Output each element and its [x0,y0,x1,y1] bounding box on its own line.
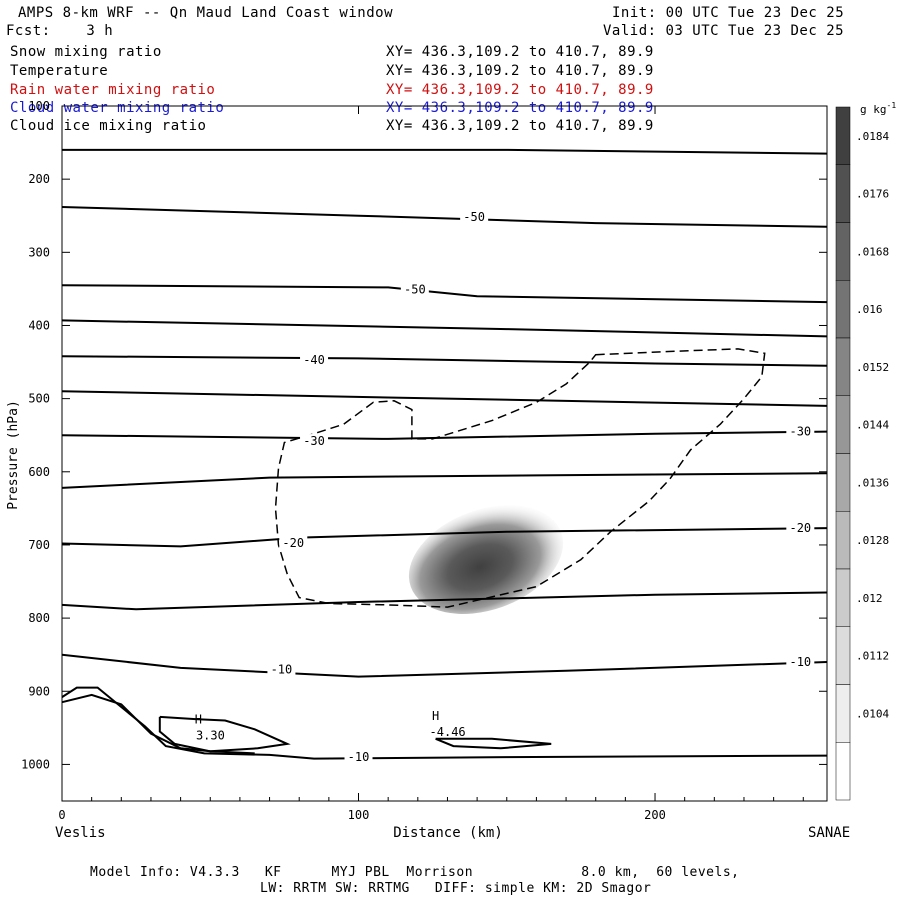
isotherm-line [61,390,828,407]
isotherm-line [61,430,828,440]
y-tick-label: 800 [28,611,50,625]
field-xy-cloud-ice: XY= 436.3,109.2 to 410.7, 89.9 [386,118,654,134]
x-start-label: Veslis [55,825,106,841]
colorbar-label: .0144 [856,419,889,432]
colorbar-swatch [835,280,851,339]
isotherm-label-bg [460,210,489,224]
isotherm-line [62,148,828,155]
high-value: 3.30 [196,729,225,743]
x-end-label: SANAE [808,825,850,841]
isotherm-label: -20 [789,521,811,535]
colorbar-swatch [835,626,851,685]
isotherm-line [61,686,828,760]
colorbar-swatch [835,164,851,223]
isotherm-label: -10 [789,655,811,669]
colorbar-label: .0152 [856,361,889,374]
isotherm-line [61,591,828,611]
isotherm-label: -30 [303,434,325,448]
isotherm-line [61,206,828,228]
isotherm-label-bg [786,424,815,438]
colorbar-label: .0168 [856,245,889,258]
isotherm-label-bg [300,434,329,448]
y-tick-label: 200 [28,172,50,186]
colorbar-unit: g kg-1 [860,101,896,116]
footer-model-info: Model Info: V4.3.3 KF MYJ PBL Morrison 8… [90,865,740,880]
isotherm-line [61,319,828,338]
x-tick-label: 200 [644,808,666,822]
y-tick-label: 100 [28,99,50,113]
isotherm-label-bg [267,662,296,676]
y-tick-label: 600 [28,465,50,479]
colorbar-label: .0184 [856,130,889,143]
colorbar-swatch [835,742,851,801]
colorbar-label: .0176 [856,188,889,201]
x-tick-label: 0 [58,808,65,822]
field-xy-temperature: XY= 436.3,109.2 to 410.7, 89.9 [386,63,654,79]
isotherm-label: -10 [271,662,293,676]
colorbar-label: .012 [856,592,883,605]
chart-title: AMPS 8-km WRF -- Qn Maud Land Coast wind… [18,5,394,21]
valid-time: Valid: 03 UTC Tue 23 Dec 25 [603,23,845,39]
colorbar-swatch [835,453,851,512]
isotherm-label-bg [279,535,308,549]
isotherm-label: -50 [463,210,485,224]
y-tick-label: 1000 [21,757,50,771]
y-tick-label: 400 [28,318,50,332]
high-marker: H [432,709,439,723]
colorbar-label: .0112 [856,650,889,663]
field-name-temperature: Temperature [10,63,109,79]
isotherm-label-bg [786,655,815,668]
high-marker: H [195,713,202,727]
isotherm-line [61,284,828,304]
isotherm-label: -10 [348,750,370,764]
y-tick-label: 500 [28,392,50,406]
colorbar-label: .0128 [856,534,889,547]
field-name-snow: Snow mixing ratio [10,44,162,60]
isotherm-label: -40 [303,353,325,367]
y-tick-label: 700 [28,538,50,552]
field-name-cloud-water: Cloud water mixing ratio [10,100,225,116]
rain-water-shading [408,505,564,614]
colorbar-swatch [835,106,851,165]
isotherm-line [61,355,828,367]
field-name-cloud-ice: Cloud ice mixing ratio [10,118,207,134]
isotherm-label-bg [786,521,815,535]
isotherm-label: -20 [282,536,304,550]
colorbar-swatch [835,511,851,570]
isotherm-label-bg [300,352,329,366]
isotherm-label-bg [344,750,373,764]
y-tick-label: 300 [28,245,50,259]
forecast-hour: Fcst: 3 h [6,23,114,39]
colorbar-swatch [835,337,851,396]
y-axis-label: Pressure (hPa) [6,400,21,510]
isotherm-label: -30 [789,425,811,439]
isotherm-line [61,693,255,755]
isotherm-line [61,653,828,678]
isotherm-label-bg [400,282,429,296]
field-xy-cloud-water: XY= 436.3,109.2 to 410.7, 89.9 [386,100,654,116]
colorbar-swatch [835,684,851,743]
x-tick-label: 100 [348,808,370,822]
high-contour [158,715,291,753]
isotherm-line [61,472,828,489]
field-name-rain: Rain water mixing ratio [10,82,216,98]
colorbar-swatch [835,222,851,281]
footer-physics-info: LW: RRTM SW: RRTMG DIFF: simple KM: 2D S… [260,881,652,896]
field-xy-snow: XY= 436.3,109.2 to 410.7, 89.9 [386,44,654,60]
y-tick-label: 900 [28,684,50,698]
plot-frame [61,105,828,802]
field-xy-rain: XY= 436.3,109.2 to 410.7, 89.9 [386,82,654,98]
isotherm-label: -50 [404,283,426,297]
colorbar-swatch [835,568,851,627]
colorbar-label: .0136 [856,476,889,489]
high-contour [435,737,552,750]
colorbar-label: .016 [856,303,883,316]
x-axis-label: Distance (km) [393,825,503,841]
colorbar-label: .0104 [856,707,889,720]
init-time: Init: 00 UTC Tue 23 Dec 25 [612,5,845,21]
colorbar-swatch [835,395,851,454]
high-value: -4.46 [430,725,466,739]
